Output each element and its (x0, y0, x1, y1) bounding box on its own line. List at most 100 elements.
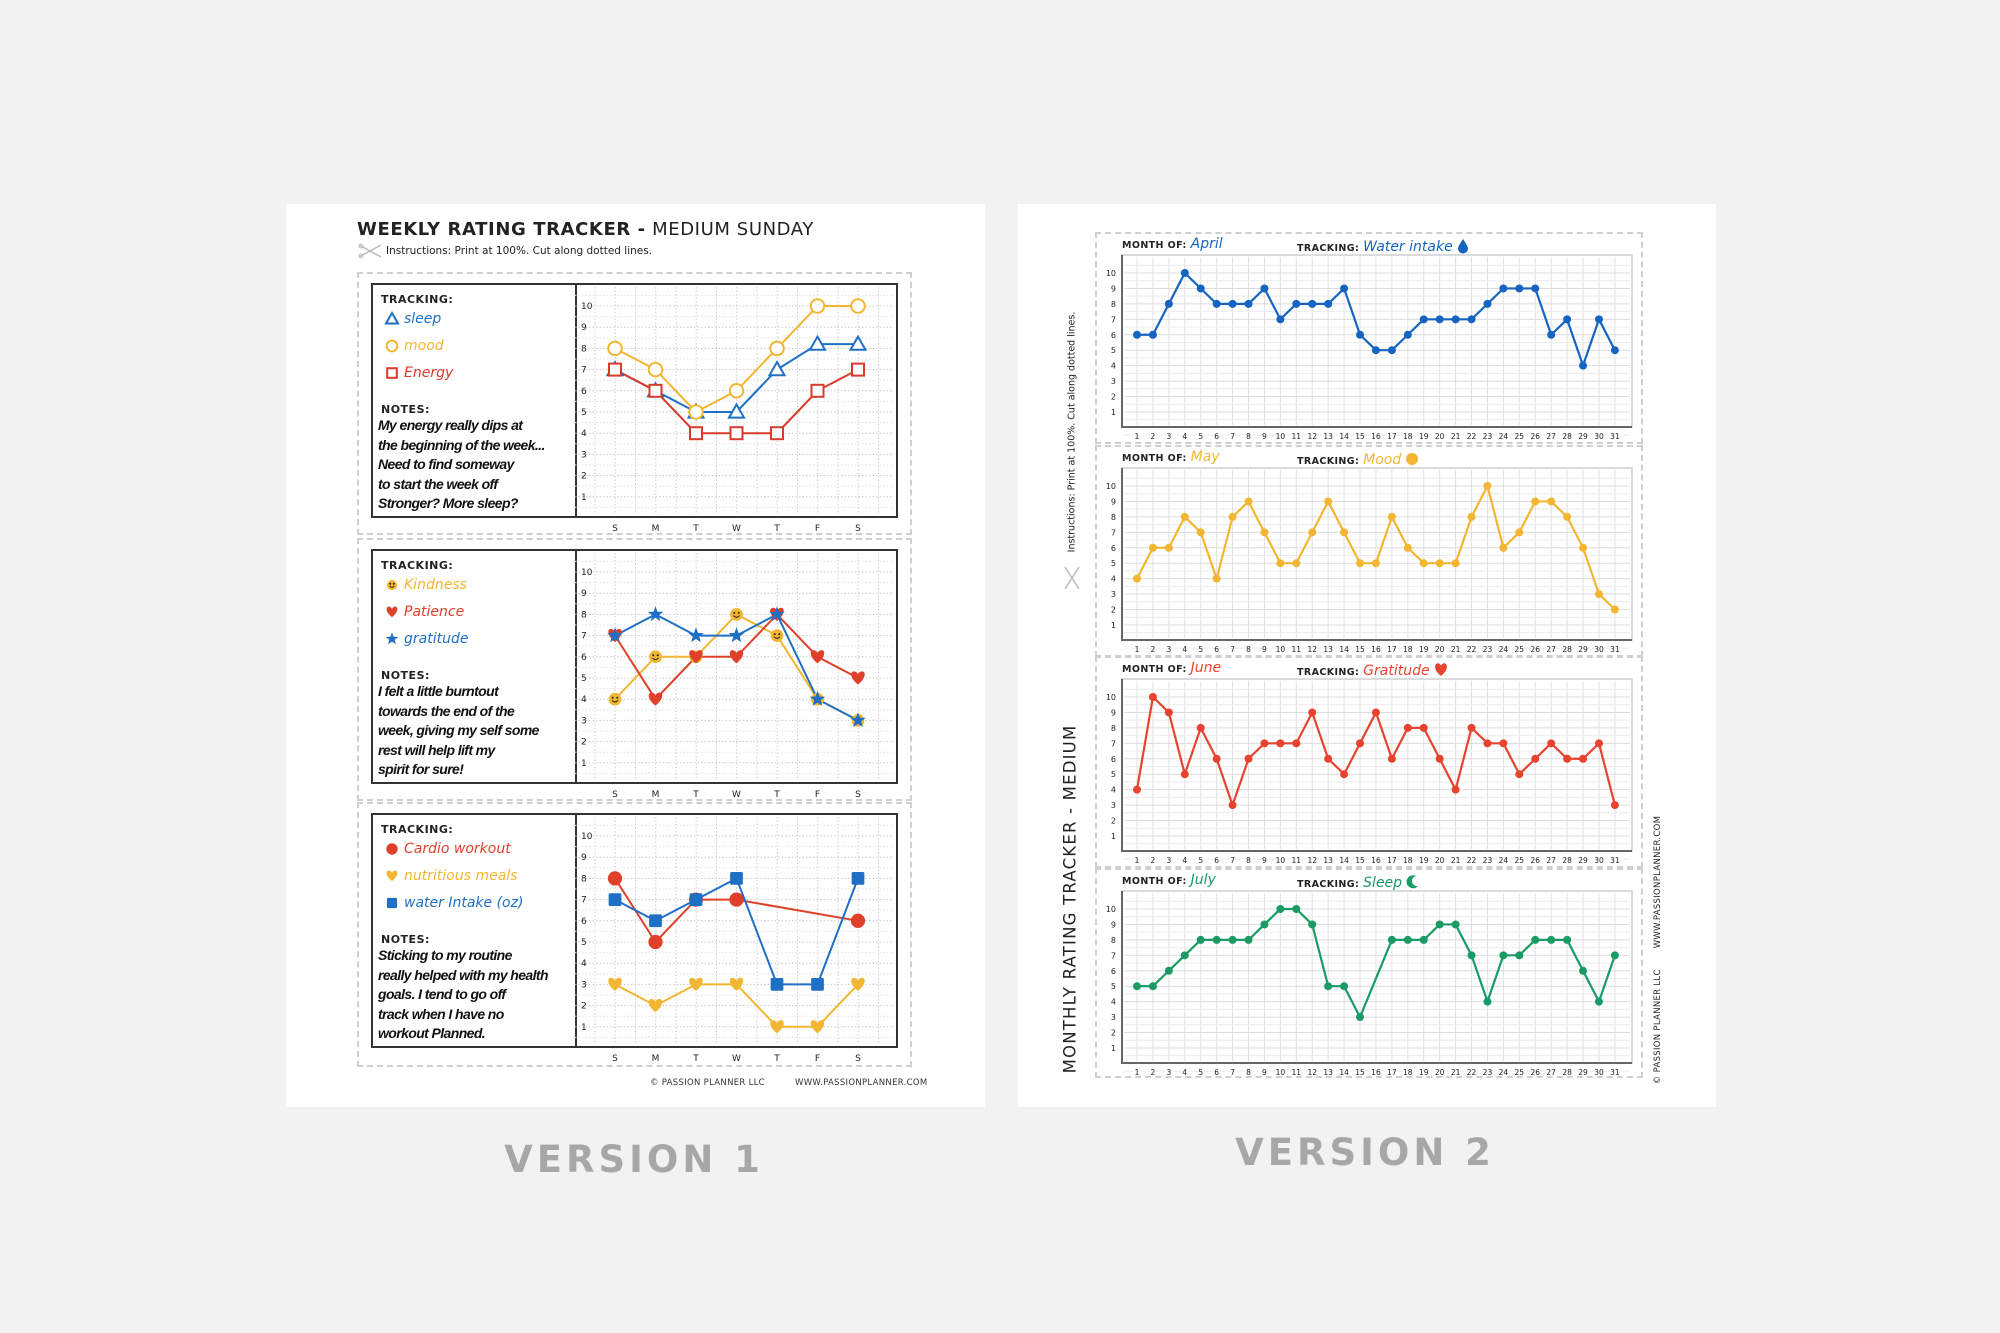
data-point (1133, 330, 1141, 339)
data-point (1435, 920, 1444, 929)
data-point (1133, 982, 1141, 991)
x-tick-label: M (652, 790, 660, 800)
v2-footer-copyright: © PASSION PLANNER LLC (1653, 969, 1663, 1085)
y-tick-label: 7 (581, 366, 587, 376)
data-point (810, 1020, 825, 1034)
data-point (1435, 754, 1444, 763)
y-tick-label: 9 (1111, 920, 1116, 929)
data-point (1260, 920, 1269, 929)
month-value: April (1190, 236, 1223, 252)
y-tick-label: 3 (581, 450, 587, 460)
x-tick-label: 29 (1578, 432, 1588, 441)
data-point (1356, 330, 1365, 339)
y-tick-label: 10 (1106, 693, 1116, 702)
data-point (850, 712, 866, 728)
y-tick-label: 2 (1111, 817, 1116, 826)
panel-divider (575, 551, 577, 782)
data-point (1610, 801, 1619, 810)
x-tick-label: 31 (1610, 1068, 1620, 1077)
axis-line (1121, 891, 1632, 1064)
cut-line (1095, 868, 1643, 1078)
data-point (808, 334, 827, 351)
x-tick-label: 30 (1594, 645, 1604, 654)
y-tick-label: 7 (581, 632, 587, 642)
data-point (1196, 723, 1205, 732)
y-tick-label: 8 (581, 344, 587, 354)
x-tick-label: 30 (1594, 432, 1604, 441)
x-tick-label: 16 (1371, 856, 1381, 865)
data-point (729, 426, 744, 441)
tracking-value: Gratitude (1363, 663, 1430, 679)
x-tick-label: W (732, 1054, 741, 1064)
y-tick-label: 4 (1111, 786, 1116, 795)
x-tick-label: S (855, 790, 861, 800)
data-point (1451, 559, 1460, 568)
data-point (1563, 754, 1572, 763)
x-tick-label: 21 (1451, 432, 1461, 441)
data-point (1435, 315, 1444, 324)
data-point (607, 340, 623, 357)
legend-label: Kindness (404, 577, 467, 593)
x-tick-label: F (815, 1054, 820, 1064)
x-tick-label: 15 (1355, 432, 1365, 441)
data-point (1419, 935, 1428, 944)
data-point (1467, 951, 1476, 960)
data-point (1387, 935, 1396, 944)
plot-area (1121, 678, 1633, 852)
data-point (1594, 590, 1603, 599)
data-point (1594, 315, 1603, 324)
note-line: Need to find someway (378, 456, 514, 472)
x-tick-label: W (732, 524, 741, 534)
legend-label: Energy (404, 365, 454, 381)
x-tick-label: 27 (1546, 645, 1556, 654)
x-tick-label: 9 (1262, 432, 1267, 441)
y-tick-label: 6 (1111, 967, 1116, 976)
x-tick-label: 12 (1307, 645, 1317, 654)
note-line: rest will help lift my (378, 741, 495, 758)
note-line: the beginning of the week... (378, 436, 545, 453)
x-tick-label: 16 (1371, 1068, 1381, 1077)
axis-line (1121, 255, 1632, 428)
data-point (1531, 935, 1540, 944)
data-point (1419, 723, 1428, 732)
y-tick-label: 1 (581, 493, 587, 503)
data-point (1499, 284, 1508, 293)
x-tick-label: 12 (1307, 856, 1317, 865)
notes-label: NOTES: (381, 933, 430, 946)
x-tick-label: 22 (1467, 1068, 1477, 1077)
x-tick-label: 15 (1355, 645, 1365, 654)
x-tick-label: S (612, 1054, 618, 1064)
data-point (809, 690, 826, 706)
x-tick-label: 12 (1307, 432, 1317, 441)
data-point (647, 606, 664, 622)
y-tick-label: 2 (581, 1002, 587, 1012)
x-tick-label: 28 (1562, 1068, 1572, 1077)
x-tick-label: 17 (1387, 1068, 1397, 1077)
data-point (688, 404, 704, 420)
x-tick-label: 18 (1403, 432, 1413, 441)
x-tick-label: T (692, 790, 699, 800)
star-icon (385, 632, 399, 645)
data-point (728, 383, 745, 399)
v2-instructions: Instructions: Print at 100%. Cut along d… (1066, 311, 1078, 553)
y-tick-label: 10 (581, 832, 593, 842)
x-tick-label: 29 (1578, 645, 1588, 654)
x-tick-label: 5 (1198, 856, 1203, 865)
x-tick-label: 31 (1610, 856, 1620, 865)
data-point (1610, 951, 1619, 960)
y-tick-label: 10 (1106, 482, 1116, 491)
x-tick-label: 6 (1214, 856, 1219, 865)
x-tick-label: 17 (1387, 645, 1397, 654)
legend-item: gratitude (385, 631, 468, 647)
legend-label: mood (404, 338, 444, 354)
data-point (1308, 528, 1317, 537)
data-point (1515, 770, 1524, 779)
x-tick-label: 3 (1166, 645, 1171, 654)
weekly-chart: 1 2 3 4 5 6 7 8 9 10 S M T W T F S (575, 287, 894, 534)
y-tick-label: 2 (1111, 393, 1116, 402)
x-tick-label: 20 (1435, 856, 1445, 865)
data-point (1196, 284, 1205, 293)
y-tick-label: 7 (581, 896, 587, 906)
y-tick-label: 2 (1111, 1029, 1116, 1038)
